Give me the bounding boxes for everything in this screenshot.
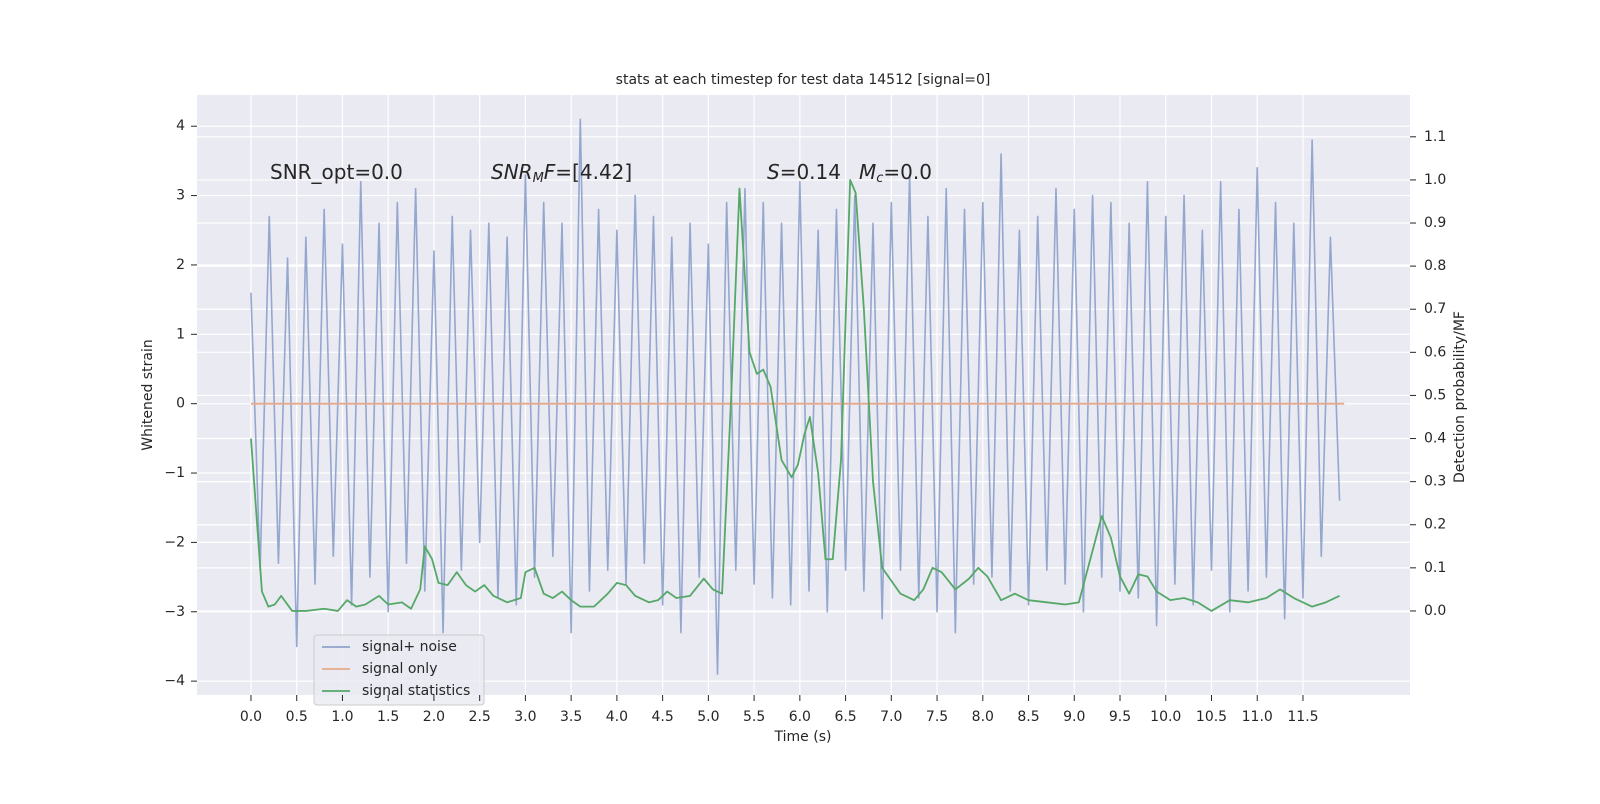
legend-box	[313, 634, 485, 706]
x-tick-label: 8.0	[972, 709, 994, 725]
x-tick-label: 2.5	[469, 709, 491, 725]
legend: signal+ noise signal only signal statistic…	[313, 634, 485, 706]
y-tick-label: −3	[164, 604, 185, 620]
x-tick-label: 11.0	[1242, 709, 1273, 725]
marks	[250, 118, 1345, 675]
annotation-part: SNR_opt=0.0	[270, 160, 403, 184]
y2-tick-label: 0.6	[1424, 344, 1446, 360]
y-tick-label: 3	[176, 188, 185, 204]
x-tick-label: 7.0	[880, 709, 902, 725]
annotation: SNR_opt=0.0	[270, 160, 403, 184]
y2-tick-label: 0.2	[1424, 517, 1446, 533]
x-tick-label: 5.5	[743, 709, 765, 725]
annotation: S=0.14	[767, 160, 841, 184]
x-tick-label: 4.5	[651, 709, 673, 725]
annotation-part: F	[544, 160, 556, 184]
annotation-part: c	[876, 171, 883, 186]
x-axis-label: Time (s)	[774, 729, 832, 745]
annotation-part: SNR	[491, 160, 533, 184]
x-tick-label: 1.5	[377, 709, 399, 725]
x-tick-label: 3.5	[560, 709, 582, 725]
legend-label: signal+ noise	[362, 639, 457, 655]
x-tick-label: 10.5	[1196, 709, 1227, 725]
y2-tick-label: 0.4	[1424, 431, 1446, 447]
x-tick-label: 2.0	[423, 709, 445, 725]
y2-tick-label: 0.5	[1424, 387, 1446, 403]
annotation-part: =[4.42]	[555, 160, 632, 184]
x-tick-label: 0.5	[286, 709, 308, 725]
x-tick-label: 11.5	[1287, 709, 1318, 725]
x-tick-label: 5.0	[697, 709, 719, 725]
y2-tick-label: 0.1	[1424, 560, 1446, 576]
x-tick-label: 8.5	[1017, 709, 1039, 725]
annotation-part: =0.14	[780, 160, 841, 184]
y2-tick-label: 0.0	[1424, 603, 1446, 619]
x-tick-label: 1.0	[331, 709, 353, 725]
x-tick-label: 10.0	[1150, 709, 1181, 725]
y-tick-label: −1	[164, 465, 185, 481]
y-tick-label: −4	[164, 673, 185, 689]
x-tick-label: 4.0	[606, 709, 628, 725]
legend-label: signal only	[362, 661, 437, 677]
annotation-part: S	[767, 160, 780, 184]
x-tick-label: 3.0	[514, 709, 536, 725]
annotation: Mc=0.0	[859, 160, 932, 186]
x-tick-label: 7.5	[926, 709, 948, 725]
legend-label: signal statistics	[362, 683, 470, 699]
x-tick-label: 6.5	[834, 709, 856, 725]
y2-tick-label: 0.8	[1424, 258, 1446, 274]
series-line	[250, 179, 1340, 612]
y2-tick-label: 0.7	[1424, 301, 1446, 317]
annotation-part: =0.0	[883, 160, 932, 184]
y2-tick-label: 0.9	[1424, 215, 1446, 231]
y2-axis-label: Detection probability/MF	[1452, 311, 1468, 483]
y-tick-label: 2	[176, 257, 185, 273]
y-tick-label: 4	[176, 118, 185, 134]
y2-tick-label: 0.3	[1424, 474, 1446, 490]
series-line	[250, 118, 1341, 675]
annotation: SNRMF=[4.42]	[491, 160, 632, 186]
grid	[197, 95, 1410, 695]
y-tick-label: 0	[176, 396, 185, 412]
y2-tick-label: 1.0	[1424, 172, 1446, 188]
x-tick-label: 0.0	[240, 709, 262, 725]
y-tick-label: 1	[176, 326, 185, 342]
x-tick-label: 9.0	[1063, 709, 1085, 725]
x-tick-label: 6.0	[789, 709, 811, 725]
annotation-part: M	[859, 160, 876, 184]
annotation-part: M	[533, 171, 544, 186]
y2-tick-label: 1.1	[1424, 129, 1446, 145]
y-axis-label: Whitened strain	[140, 339, 156, 450]
x-tick-label: 9.5	[1109, 709, 1131, 725]
y-tick-label: −2	[164, 534, 185, 550]
chart-title: stats at each timestep for test data 145…	[616, 72, 991, 88]
